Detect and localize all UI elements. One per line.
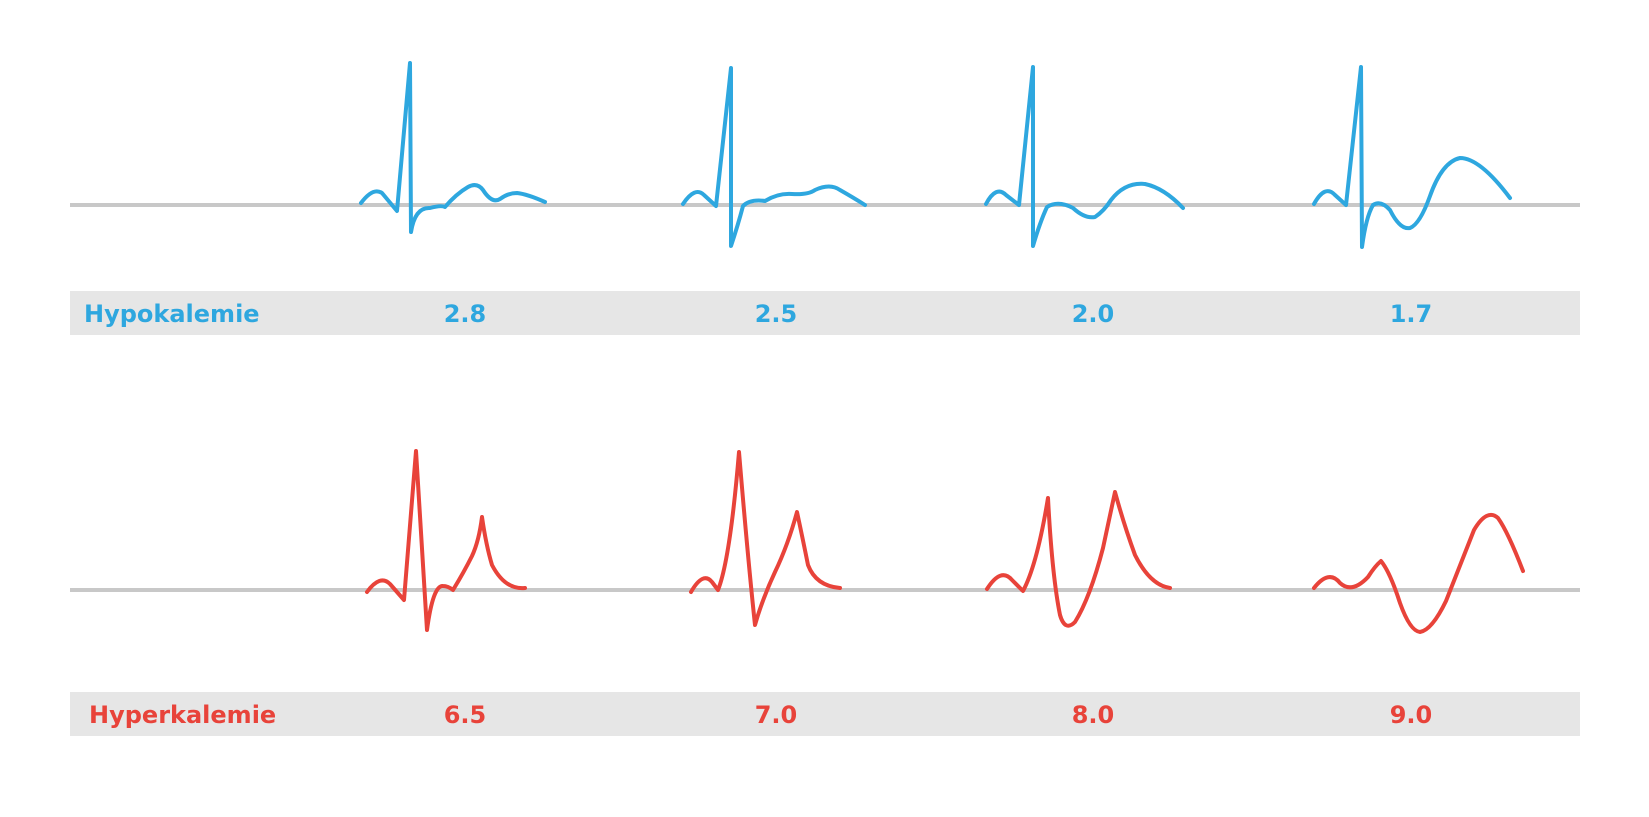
ecg-trace-hyperkalemie-3 — [985, 490, 1172, 628]
hypokalemie-band — [70, 291, 1580, 335]
hyperkalemie-value-1: 6.5 — [444, 701, 487, 729]
hypokalemie-label: Hypokalemie — [84, 300, 260, 328]
ecg-trace-hypokalemie-4 — [1312, 65, 1512, 249]
ecg-trace-hyperkalemie-2 — [689, 450, 842, 627]
hyperkalemie-value-3: 8.0 — [1072, 701, 1115, 729]
ecg-trace-hypokalemie-2 — [681, 66, 867, 248]
ecg-trace-hypokalemie-1 — [359, 61, 547, 234]
hyperkalemie-value-4: 9.0 — [1390, 701, 1433, 729]
hyperkalemie-band — [70, 692, 1580, 736]
hypokalemie-value-1: 2.8 — [444, 300, 487, 328]
ecg-trace-hyperkalemie-1 — [365, 449, 527, 632]
hyperkalemie-row: Hyperkalemie 6.5 7.0 8.0 9.0 — [70, 449, 1580, 736]
ecg-trace-hyperkalemie-4 — [1312, 513, 1525, 634]
hypokalemie-value-3: 2.0 — [1072, 300, 1115, 328]
hypokalemie-value-2: 2.5 — [755, 300, 798, 328]
hypokalemie-row: Hypokalemie 2.8 2.5 2.0 1.7 — [70, 61, 1580, 335]
hyperkalemie-label: Hyperkalemie — [89, 701, 276, 729]
hypokalemie-value-4: 1.7 — [1390, 300, 1433, 328]
ecg-trace-hypokalemie-3 — [984, 65, 1185, 248]
hyperkalemie-value-2: 7.0 — [755, 701, 798, 729]
